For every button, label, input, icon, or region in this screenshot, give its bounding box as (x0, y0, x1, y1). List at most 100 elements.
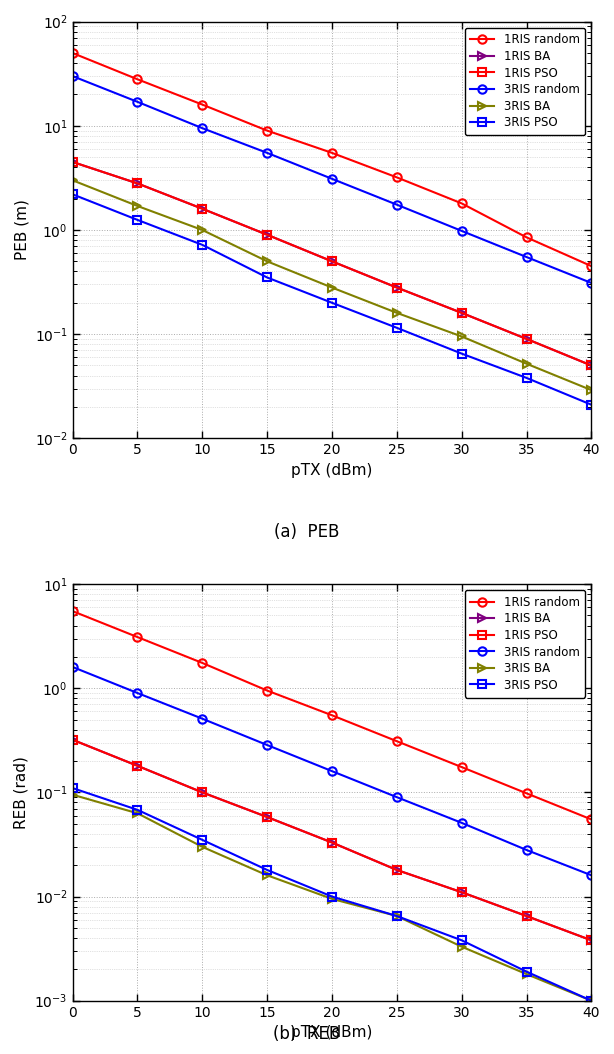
3RIS BA (198, 840, 206, 853)
1RIS PSO (328, 255, 336, 268)
3RIS BA (588, 384, 595, 396)
1RIS BA (198, 786, 206, 799)
3RIS random (134, 96, 141, 109)
3RIS BA (588, 994, 595, 1007)
Line: 3RIS random: 3RIS random (68, 72, 596, 287)
Text: (a)  PEB: (a) PEB (274, 523, 340, 542)
1RIS PSO (263, 229, 271, 241)
Line: 3RIS PSO: 3RIS PSO (68, 190, 596, 409)
Line: 1RIS BA: 1RIS BA (68, 736, 596, 944)
X-axis label: pTX (dBm): pTX (dBm) (291, 1026, 373, 1040)
1RIS BA (588, 359, 595, 372)
3RIS BA (134, 807, 141, 820)
1RIS random (523, 787, 530, 800)
3RIS BA (328, 893, 336, 905)
3RIS random (198, 122, 206, 135)
3RIS PSO (393, 910, 400, 922)
Y-axis label: REB (rad): REB (rad) (14, 756, 29, 828)
3RIS PSO (198, 834, 206, 846)
3RIS PSO (69, 188, 76, 200)
1RIS PSO (263, 811, 271, 823)
1RIS BA (69, 734, 76, 746)
3RIS BA (263, 255, 271, 268)
1RIS random (588, 259, 595, 272)
1RIS random (198, 98, 206, 111)
1RIS PSO (458, 886, 465, 899)
3RIS PSO (588, 398, 595, 411)
3RIS PSO (523, 372, 530, 385)
3RIS BA (69, 788, 76, 801)
3RIS random (523, 843, 530, 856)
1RIS BA (458, 307, 465, 319)
3RIS random (263, 147, 271, 159)
1RIS PSO (393, 281, 400, 294)
3RIS BA (134, 199, 141, 212)
1RIS random (69, 605, 76, 618)
3RIS random (69, 661, 76, 674)
1RIS PSO (328, 836, 336, 848)
3RIS random (458, 817, 465, 829)
3RIS random (393, 790, 400, 803)
1RIS PSO (198, 202, 206, 215)
1RIS BA (393, 863, 400, 876)
3RIS random (458, 225, 465, 237)
1RIS PSO (198, 786, 206, 799)
Line: 3RIS random: 3RIS random (68, 663, 596, 879)
1RIS random (328, 147, 336, 159)
3RIS random (393, 198, 400, 211)
1RIS PSO (588, 934, 595, 946)
Y-axis label: PEB (m): PEB (m) (14, 199, 29, 260)
1RIS BA (523, 910, 530, 922)
Line: 1RIS random: 1RIS random (68, 48, 596, 270)
1RIS random (134, 630, 141, 643)
3RIS random (588, 276, 595, 289)
3RIS PSO (134, 803, 141, 816)
1RIS BA (328, 836, 336, 848)
1RIS random (393, 735, 400, 747)
1RIS PSO (393, 863, 400, 876)
1RIS PSO (69, 156, 76, 169)
1RIS BA (198, 202, 206, 215)
3RIS random (69, 70, 76, 82)
Line: 3RIS BA: 3RIS BA (68, 176, 596, 394)
X-axis label: pTX (dBm): pTX (dBm) (291, 463, 373, 477)
Legend: 1RIS random, 1RIS BA, 1RIS PSO, 3RIS random, 3RIS BA, 3RIS PSO: 1RIS random, 1RIS BA, 1RIS PSO, 3RIS ran… (465, 590, 586, 698)
3RIS BA (328, 281, 336, 294)
Line: 3RIS BA: 3RIS BA (68, 790, 596, 1004)
1RIS random (588, 813, 595, 825)
Line: 1RIS BA: 1RIS BA (68, 158, 596, 370)
1RIS PSO (134, 177, 141, 190)
Line: 1RIS random: 1RIS random (68, 607, 596, 823)
3RIS PSO (198, 238, 206, 251)
1RIS random (458, 197, 465, 210)
1RIS BA (328, 255, 336, 268)
1RIS PSO (588, 359, 595, 372)
1RIS random (134, 73, 141, 85)
Line: 1RIS PSO: 1RIS PSO (68, 736, 596, 944)
3RIS BA (523, 968, 530, 980)
3RIS BA (458, 940, 465, 953)
1RIS BA (458, 886, 465, 899)
3RIS BA (458, 330, 465, 343)
1RIS BA (134, 177, 141, 190)
1RIS BA (523, 333, 530, 346)
1RIS random (263, 124, 271, 137)
3RIS random (328, 765, 336, 778)
3RIS PSO (523, 965, 530, 978)
1RIS random (328, 709, 336, 722)
1RIS BA (393, 281, 400, 294)
1RIS BA (263, 811, 271, 823)
1RIS PSO (69, 734, 76, 746)
3RIS BA (393, 307, 400, 319)
3RIS BA (393, 910, 400, 922)
3RIS BA (523, 357, 530, 370)
3RIS PSO (328, 296, 336, 309)
1RIS random (198, 657, 206, 669)
Text: (b)  REB: (b) REB (273, 1026, 341, 1043)
3RIS random (328, 173, 336, 186)
3RIS PSO (134, 214, 141, 227)
1RIS PSO (523, 910, 530, 922)
1RIS PSO (134, 760, 141, 773)
1RIS random (523, 231, 530, 243)
1RIS random (458, 761, 465, 774)
